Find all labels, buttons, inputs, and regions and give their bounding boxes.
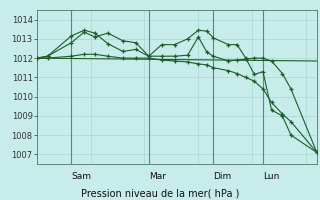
Text: Dim: Dim [213,172,232,181]
Text: Sam: Sam [71,172,91,181]
Text: Lun: Lun [263,172,279,181]
Text: Pression niveau de la mer( hPa ): Pression niveau de la mer( hPa ) [81,188,239,198]
Text: Mar: Mar [149,172,166,181]
